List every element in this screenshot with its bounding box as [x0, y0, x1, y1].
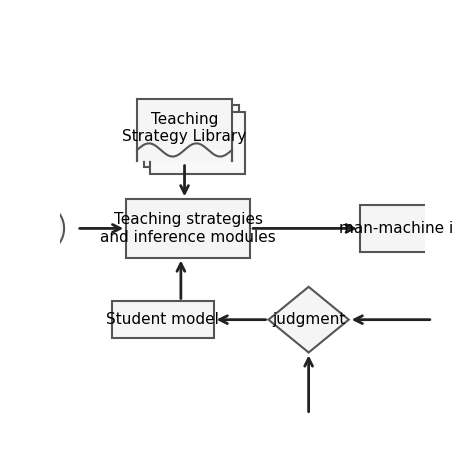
Polygon shape: [137, 143, 232, 161]
Text: judgment: judgment: [272, 312, 345, 327]
FancyBboxPatch shape: [150, 112, 245, 174]
Polygon shape: [268, 287, 349, 353]
Text: Teaching
Strategy Library: Teaching Strategy Library: [122, 112, 246, 144]
Polygon shape: [38, 203, 64, 254]
Text: Teaching strategies
and inference modules: Teaching strategies and inference module…: [100, 212, 276, 245]
Text: Student model: Student model: [106, 312, 219, 327]
Text: man-machine i: man-machine i: [339, 221, 453, 236]
FancyBboxPatch shape: [126, 199, 250, 258]
FancyBboxPatch shape: [137, 99, 232, 150]
FancyBboxPatch shape: [144, 105, 238, 167]
FancyBboxPatch shape: [360, 205, 433, 252]
FancyBboxPatch shape: [111, 301, 214, 338]
